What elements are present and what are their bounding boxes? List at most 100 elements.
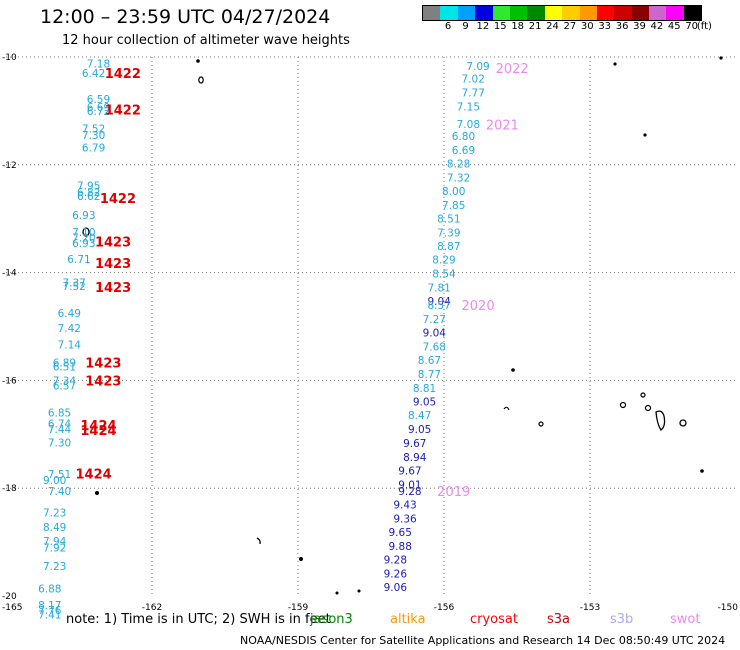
wave-height-value: 9.01 xyxy=(398,479,421,491)
wave-height-value: 9.04 xyxy=(423,327,447,339)
wave-height-value: 8.94 xyxy=(403,452,427,464)
wave-height-value: 8.49 xyxy=(43,522,66,534)
island-marker xyxy=(503,406,510,411)
wave-height-value: 6.72 xyxy=(87,106,110,118)
wave-height-value: 9.65 xyxy=(389,527,412,539)
colorbar-swatch xyxy=(562,6,580,20)
wave-height-value: 6.62 xyxy=(77,191,100,203)
lat-tick-label: -16 xyxy=(2,376,17,386)
footer-note: note: 1) Time is in UTC; 2) SWH is in fe… xyxy=(66,612,331,627)
wave-height-value: 7.37 xyxy=(62,277,85,289)
wave-height-value: 7.18 xyxy=(87,58,110,70)
wave-height-value: 7.20 xyxy=(72,233,95,245)
lat-tick-label: -12 xyxy=(2,161,17,171)
orbit-pass-label: 1423 xyxy=(85,357,121,372)
wave-height-value: 7.51 xyxy=(48,469,71,481)
island-marker xyxy=(538,421,544,427)
orbit-pass-label: 1423 xyxy=(95,235,131,250)
colorbar-label: 6 xyxy=(444,21,452,32)
wave-height-value: 7.41 xyxy=(38,609,61,621)
orbit-pass-labels: 1422142214221423142314231423142314241424… xyxy=(76,67,141,482)
island-marker xyxy=(95,491,99,495)
wave-height-value: 7.23 xyxy=(43,507,66,519)
island-marker xyxy=(640,392,646,398)
wave-height-value: 7.14 xyxy=(58,339,82,351)
islands xyxy=(82,56,723,595)
colorbar-swatch xyxy=(440,6,458,20)
colorbar-label: 9 xyxy=(462,21,469,32)
lon-tick-label: -156 xyxy=(434,603,455,613)
wave-height-value: 9.43 xyxy=(393,499,416,511)
orbit-pass-label: 1423 xyxy=(95,281,131,296)
lat-tick-label: -20 xyxy=(2,592,17,602)
island-marker xyxy=(644,404,652,412)
wave-height-value: 6.93 xyxy=(72,238,95,250)
wave-height-value: 9.67 xyxy=(403,438,426,450)
island-marker xyxy=(511,368,515,372)
colorbar-swatch xyxy=(596,6,615,20)
wave-height-value: 8.00 xyxy=(442,186,465,198)
wave-height-tracks: 7.186.426.596.696.727.527.306.797.956.82… xyxy=(38,58,490,621)
orbit-pass-label: 1423 xyxy=(95,257,131,272)
wave-height-value: 7.42 xyxy=(58,323,81,335)
wave-height-value: 8.57 xyxy=(427,300,450,312)
wave-height-value: 6.88 xyxy=(38,583,61,595)
wave-height-value: 9.00 xyxy=(43,475,66,487)
island-marker xyxy=(679,419,687,427)
year-label: 2021 xyxy=(486,118,519,133)
lat-tick-label: -18 xyxy=(2,484,17,494)
orbit-pass-label: 1423 xyxy=(85,374,121,389)
wave-height-value: 7.52 xyxy=(62,281,85,293)
wave-height-value: 7.02 xyxy=(462,74,485,86)
colorbar-label: 33 xyxy=(598,21,612,32)
wave-height-value: 6.57 xyxy=(53,380,76,392)
wave-height-value: 7.34 xyxy=(53,375,77,387)
map-title: 12:00 – 23:59 UTC 04/27/2024 xyxy=(40,6,331,28)
wave-height-value: 9.67 xyxy=(398,465,421,477)
year-label: 2020 xyxy=(462,299,495,314)
wave-height-value: 7.08 xyxy=(457,119,480,131)
wave-height-value: 9.26 xyxy=(384,568,408,580)
wave-height-value: 8.47 xyxy=(408,410,431,422)
island-marker xyxy=(335,591,339,595)
wave-height-value: 7.94 xyxy=(43,536,67,548)
wave-height-colorbar xyxy=(422,5,703,21)
satellite-legend-item: jason3 xyxy=(310,612,353,627)
wave-height-value: 7.15 xyxy=(457,102,480,114)
year-labels: 2022 2021 2020 2019 xyxy=(437,62,528,500)
wave-height-value: 6.51 xyxy=(53,361,76,373)
colorbar-swatch xyxy=(614,6,632,20)
lon-tick-label: -153 xyxy=(580,603,600,613)
satellite-legend-item: swot xyxy=(670,612,701,627)
satellite-legend-item: s3a xyxy=(547,612,571,627)
wave-height-value: 6.74 xyxy=(48,419,72,431)
wave-height-value: 7.30 xyxy=(82,130,105,142)
wave-height-value: 8.54 xyxy=(432,269,456,281)
colorbar-labels: 6 9 12 15 18 21 24 27 30 33 36 39 42 45 70 (ft) xyxy=(422,21,740,33)
island-marker xyxy=(198,76,204,84)
wave-height-value: 9.28 xyxy=(384,554,407,566)
wave-height-value: 8.28 xyxy=(447,159,470,171)
wave-height-value: 7.30 xyxy=(48,437,71,449)
year-label: 2019 xyxy=(437,485,470,500)
wave-height-value: 6.80 xyxy=(452,131,475,143)
wave-height-value: 6.42 xyxy=(82,68,105,80)
island-marker xyxy=(613,62,617,66)
wave-height-value: 6.69 xyxy=(87,102,110,114)
axis-ticks: -165 -162 -159 -156 -153 -150 -10 -12 -14 -16 -18 -… xyxy=(2,53,738,613)
wave-height-value: 6.49 xyxy=(58,308,81,320)
lon-tick-label: -150 xyxy=(718,603,739,613)
wave-height-value: 9.88 xyxy=(389,541,412,553)
wave-height-value: 8.51 xyxy=(437,214,460,226)
colorbar-label: 15 xyxy=(493,21,507,32)
colorbar-label: 36 xyxy=(615,21,629,32)
year-label: 2022 xyxy=(496,62,529,77)
colorbar-swatch xyxy=(666,6,684,20)
wave-height-value: 7.76 xyxy=(38,605,62,617)
wave-height-value: 7.77 xyxy=(462,88,485,100)
wave-height-value: 7.27 xyxy=(423,314,446,326)
colorbar-swatch xyxy=(492,6,510,20)
wave-height-value: 8.81 xyxy=(413,383,436,395)
wave-height-value: 9.36 xyxy=(393,513,417,525)
